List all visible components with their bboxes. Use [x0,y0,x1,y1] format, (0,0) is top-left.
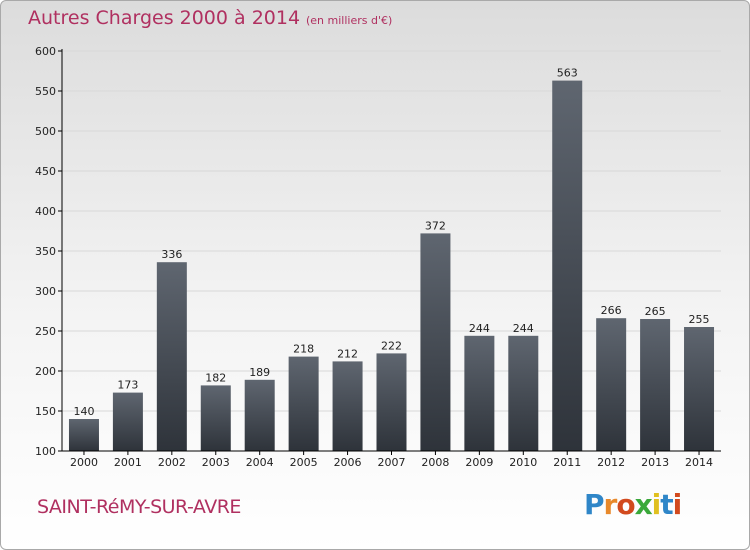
logo-letter: P [584,488,605,521]
x-tick-label: 2002 [158,456,186,469]
bar [244,379,275,451]
town-name: SAINT-RéMY-SUR-AVRE [37,496,241,518]
bar-value-label: 189 [249,366,270,379]
x-tick-label: 2014 [685,456,713,469]
bar [464,335,495,451]
bar-value-label: 173 [117,379,138,392]
y-tick-label: 350 [35,245,56,258]
bar [68,419,99,451]
logo-letter: t [660,488,673,521]
y-tick-label: 550 [35,85,56,98]
logo-letter: i [651,488,662,521]
x-tick-label: 2007 [378,456,406,469]
logo-letter: r [603,488,618,521]
y-tick-label: 500 [35,125,56,138]
x-tick-label: 2009 [465,456,493,469]
bar-value-label: 140 [73,405,94,418]
axes [58,49,721,455]
logo-letter: o [616,488,635,521]
bar [112,392,143,451]
y-tick-label: 400 [35,205,56,218]
bar-value-label: 182 [205,371,226,384]
bar-value-label: 212 [337,347,358,360]
y-tick-label: 300 [35,285,56,298]
bar [376,353,407,451]
chart-subtitle: (en milliers d'€) [306,14,393,27]
bar [288,356,319,451]
bars [68,80,715,451]
bar-value-label: 218 [293,343,314,356]
bar [156,262,187,451]
y-tick-label: 250 [35,325,56,338]
y-tick-label: 450 [35,165,56,178]
x-tick-label: 2008 [421,456,449,469]
x-tick-label: 2003 [202,456,230,469]
chart-title: Autres Charges 2000 à 2014 [28,7,301,29]
x-tick-label: 2013 [641,456,669,469]
logo-letter: i [672,488,683,521]
x-tick-label: 2004 [246,456,274,469]
y-tick-label: 200 [35,365,56,378]
bar-value-label: 244 [513,322,534,335]
bar [420,233,451,451]
x-tick-label: 2001 [114,456,142,469]
bar-value-label: 372 [425,219,446,232]
labels: 100 150 200 250 300 350 400 450 500 550 600 140 2000… [35,45,713,469]
bar [508,335,539,451]
bar-value-label: 265 [645,305,666,318]
bar [596,318,627,451]
bar [332,361,363,451]
bar-value-label: 563 [557,67,578,80]
proxiti-logo: Proxiti [584,488,683,521]
y-tick-label: 100 [35,445,56,458]
bar-value-label: 336 [161,248,182,261]
x-tick-label: 2012 [597,456,625,469]
bar [552,80,583,451]
bar [684,327,715,451]
x-tick-label: 2005 [290,456,318,469]
x-tick-label: 2011 [553,456,581,469]
y-tick-label: 150 [35,405,56,418]
x-tick-label: 2010 [509,456,537,469]
y-tick-label: 600 [35,45,56,58]
x-tick-label: 2006 [334,456,362,469]
logo-letter: x [634,488,653,521]
bar-value-label: 244 [469,322,490,335]
bar-value-label: 266 [601,304,622,317]
bar-value-label: 222 [381,339,402,352]
bar-value-label: 255 [689,313,710,326]
bar [640,319,671,451]
x-tick-label: 2000 [70,456,98,469]
bar [200,385,231,451]
